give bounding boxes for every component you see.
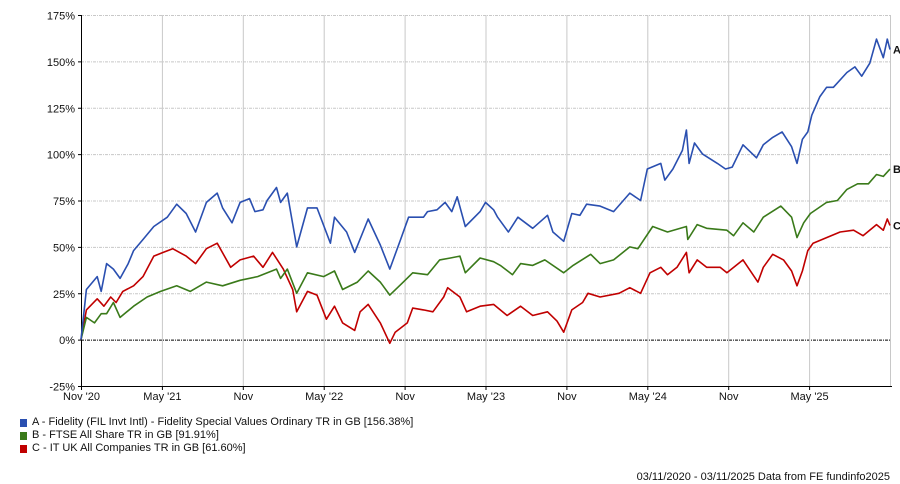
y-tick-label: 75% (53, 196, 75, 208)
y-tick-label: 50% (53, 242, 75, 254)
series-line-a (80, 38, 891, 340)
series-end-label-b: B (893, 164, 900, 176)
y-tick-label: 125% (47, 103, 75, 115)
performance-chart: -25% 0% 25% 50% 75% 100% 125% 150% 175% Nov '20 Ma… (47, 11, 900, 404)
legend-item-a: A - Fidelity (FIL Invt Intl) - Fidelity … (20, 416, 413, 429)
x-tick-label: May '22 (305, 391, 343, 403)
y-tick-label: 0% (59, 335, 75, 347)
legend-item-b: B - FTSE All Share TR in GB [91.91%] (20, 429, 413, 442)
data-source-footer: 03/11/2020 - 03/11/2025 Data from FE fun… (636, 471, 890, 483)
x-tick-label: May '23 (467, 391, 505, 403)
x-tick-label: Nov '20 (63, 391, 100, 403)
legend-label-b: B - FTSE All Share TR in GB [91.91%] (32, 429, 219, 441)
y-tick-label: 100% (47, 150, 75, 162)
y-tick-label: 25% (53, 289, 75, 301)
legend-swatch-b (20, 431, 27, 440)
series-line-c (80, 218, 891, 345)
legend-label-a: A - Fidelity (FIL Invt Intl) - Fidelity … (32, 416, 414, 428)
x-tick-label: Nov (234, 391, 254, 403)
legend-swatch-a (20, 418, 27, 427)
chart-legend: A - Fidelity (FIL Invt Intl) - Fidelity … (20, 416, 413, 455)
x-tick-label: Nov (719, 391, 739, 403)
series-end-label-c: C (893, 220, 900, 232)
x-tick-label: Nov (557, 391, 577, 403)
x-tick-label: Nov (395, 391, 415, 403)
x-tick-label: May '21 (143, 391, 181, 403)
series-end-label-a: A (893, 45, 900, 57)
legend-swatch-c (20, 444, 27, 453)
y-tick-label: -25% (49, 382, 75, 394)
legend-item-c: C - IT UK All Companies TR in GB [61.60%… (20, 442, 413, 455)
series-line-b (80, 168, 891, 340)
x-tick-label: May '25 (791, 391, 829, 403)
y-tick-label: 175% (47, 11, 75, 23)
x-tick-label: May '24 (629, 391, 667, 403)
y-tick-label: 150% (47, 57, 75, 69)
legend-label-c: C - IT UK All Companies TR in GB [61.60%… (32, 442, 246, 454)
